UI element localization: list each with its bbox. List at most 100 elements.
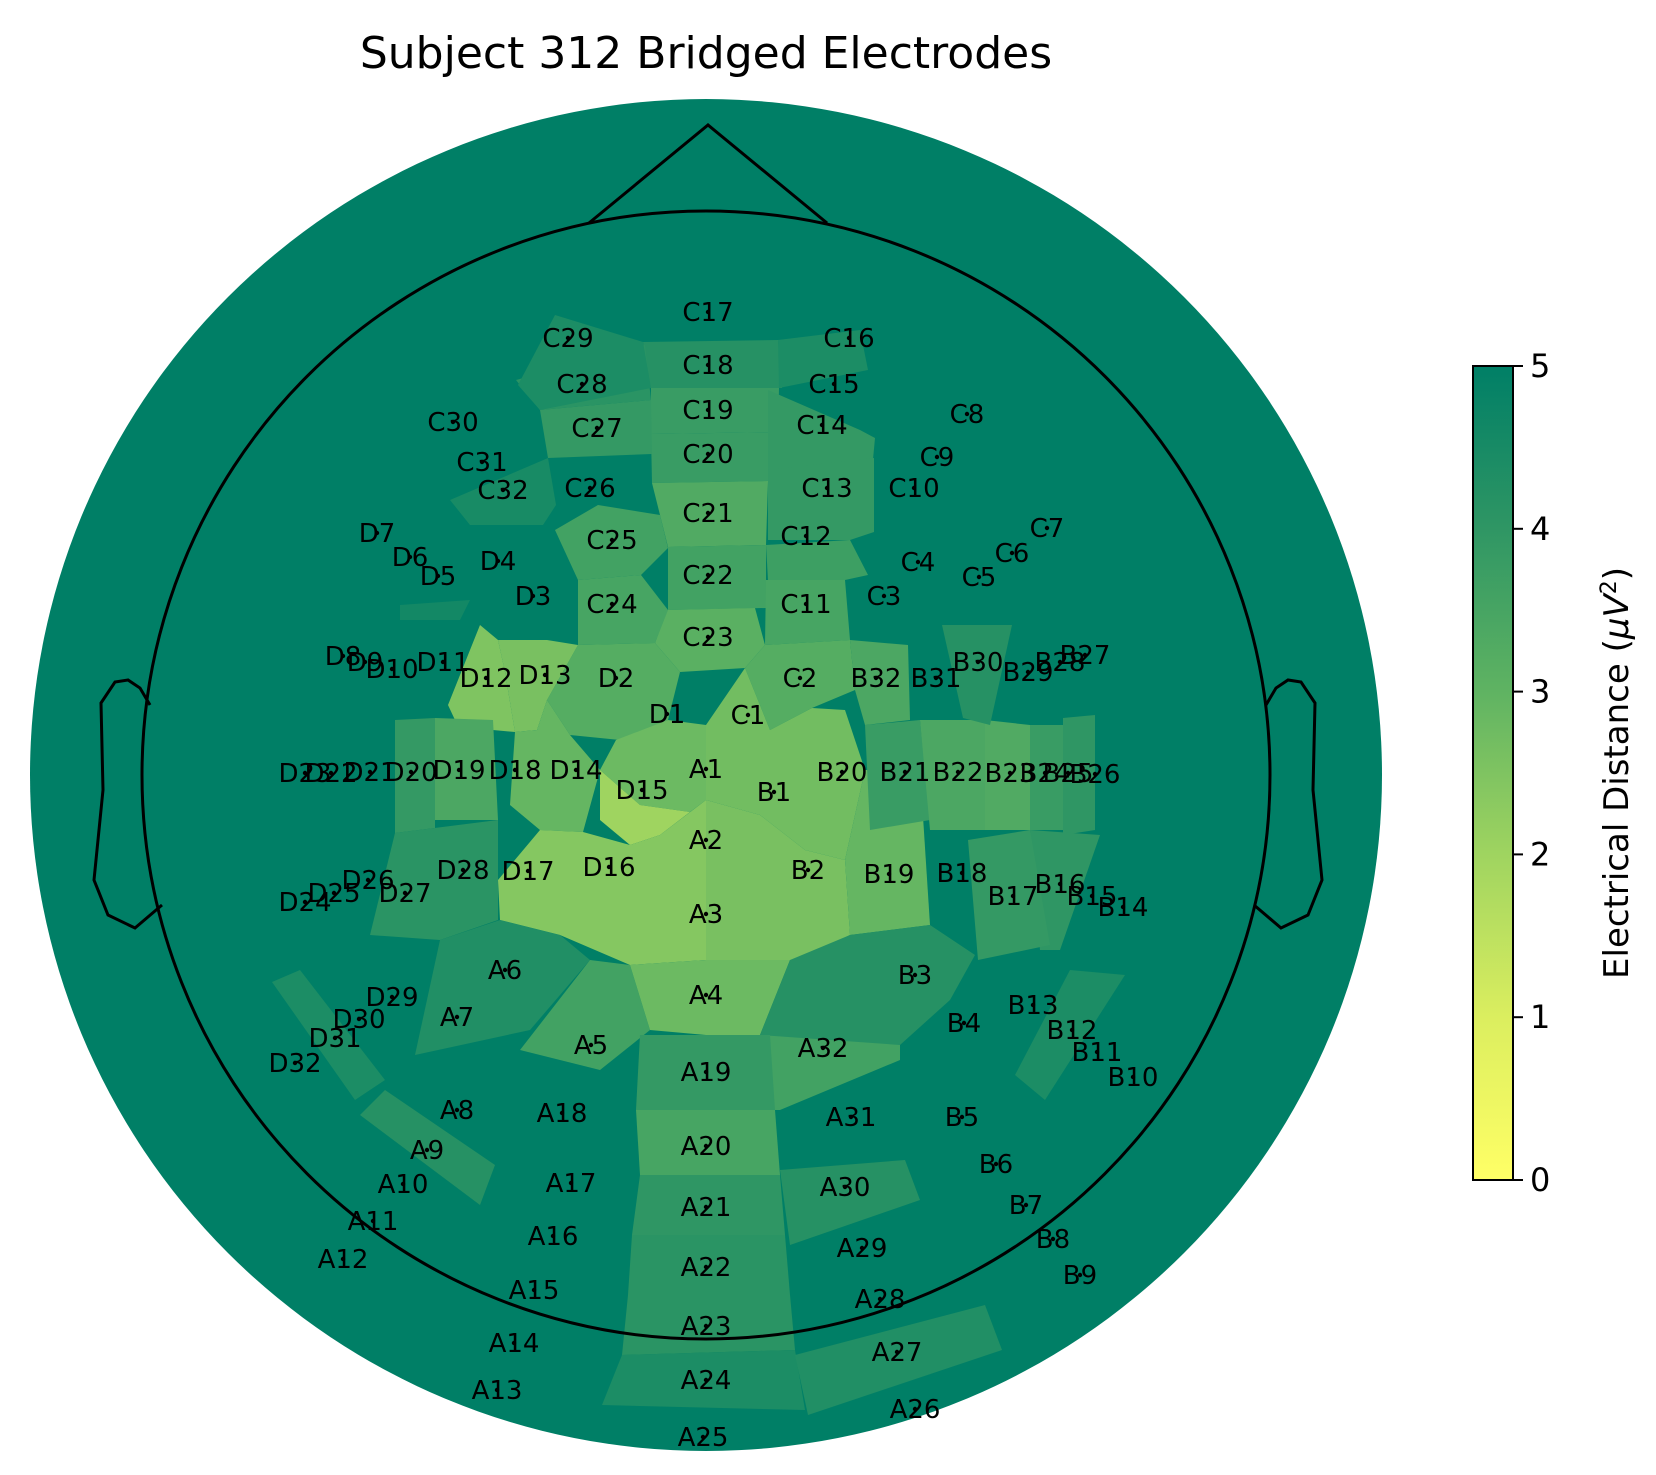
- electrode-marker: [705, 510, 711, 516]
- electrode-marker: [805, 867, 811, 873]
- electrode-label: B5: [945, 1103, 979, 1133]
- electrode-label: D17: [501, 857, 554, 887]
- electrode-marker: [819, 422, 825, 428]
- electrode-marker: [588, 1042, 594, 1048]
- electrode-label: C18: [682, 351, 733, 381]
- electrode-marker: [846, 335, 852, 341]
- electrode-marker: [559, 1110, 565, 1116]
- electrode-marker: [873, 675, 879, 681]
- heat-patch: [600, 770, 690, 845]
- heat-patch: [555, 505, 668, 580]
- electrode-label: A26: [890, 1395, 941, 1425]
- electrode-label: D4: [480, 547, 517, 577]
- heat-patch: [272, 970, 385, 1100]
- electrode-marker: [705, 309, 711, 315]
- electrode-label: A29: [837, 1234, 888, 1264]
- electrode-label: C27: [571, 414, 622, 444]
- electrode-marker: [292, 1060, 298, 1066]
- electrode-marker: [976, 574, 982, 580]
- electrode-marker: [700, 1434, 706, 1440]
- electrode-marker: [1065, 770, 1071, 776]
- electrode-marker: [848, 1114, 854, 1120]
- electrode-marker: [703, 1323, 709, 1329]
- electrode-label: D11: [416, 648, 469, 678]
- electrode-label: D13: [518, 661, 571, 691]
- electrode-label: B30: [953, 648, 1004, 678]
- electrode-marker: [530, 593, 536, 599]
- electrode-marker: [703, 911, 709, 917]
- electrode-marker: [1130, 1074, 1136, 1080]
- electrode-marker: [365, 877, 371, 883]
- electrode-label: C30: [427, 408, 478, 438]
- electrode-marker: [579, 381, 585, 387]
- electrode-label: A13: [472, 1376, 523, 1406]
- heat-patch: [968, 830, 1050, 960]
- electrode-marker: [328, 770, 334, 776]
- head-outline: [92, 123, 1324, 1341]
- scalp-circle: [140, 209, 1272, 1341]
- colorbar-tick-label: 1: [1530, 998, 1550, 1036]
- electrode-marker: [450, 419, 456, 425]
- electrode-marker: [362, 659, 368, 665]
- electrode-marker: [332, 1035, 338, 1041]
- electrode-label: B23: [985, 759, 1036, 789]
- heat-patch: [395, 718, 435, 833]
- heat-patch: [628, 1235, 790, 1295]
- heat-patch: [360, 1090, 495, 1205]
- electrode-label: C15: [808, 370, 859, 400]
- electrode-label: A8: [440, 1096, 474, 1126]
- electrode-label: D1: [649, 700, 686, 730]
- electrode-marker: [1094, 1049, 1100, 1055]
- electrode-label: D20: [384, 758, 437, 788]
- electrode-marker: [374, 530, 380, 536]
- electrode-marker: [771, 789, 777, 795]
- electrode-marker: [340, 1256, 346, 1262]
- electrode-label: B29: [1003, 658, 1054, 688]
- electrode-label: A11: [348, 1207, 399, 1237]
- electrode-label: A17: [546, 1169, 597, 1199]
- electrode-label: D5: [420, 562, 457, 592]
- electrode-label: D6: [392, 543, 429, 573]
- electrode-label: A19: [681, 1058, 732, 1088]
- electrode-label: D14: [549, 756, 602, 786]
- heat-patch: [942, 625, 1012, 725]
- heat-patch: [1063, 715, 1095, 835]
- electrode-marker: [460, 867, 466, 873]
- heat-patch: [578, 575, 668, 645]
- electrode-marker: [933, 675, 939, 681]
- electrode-label: C28: [556, 370, 607, 400]
- electrode-marker: [512, 767, 518, 773]
- electrode-marker: [483, 675, 489, 681]
- electrode-label: C22: [682, 561, 733, 591]
- heat-patch: [768, 390, 875, 470]
- electrode-label: A32: [798, 1034, 849, 1064]
- electrode-label: B28: [1035, 648, 1086, 678]
- electrode-marker: [424, 1147, 430, 1153]
- electrode-label: B10: [1108, 1063, 1159, 1093]
- heat-patch: [778, 330, 868, 388]
- electrode-marker: [703, 1143, 709, 1149]
- electrode-marker: [993, 1161, 999, 1167]
- electrode-marker: [1042, 770, 1048, 776]
- electrode-label: B11: [1072, 1038, 1123, 1068]
- electrode-marker: [842, 1184, 848, 1190]
- electrode-label: B3: [898, 961, 932, 991]
- electrode-label: C19: [682, 396, 733, 426]
- electrode-marker: [495, 558, 501, 564]
- electrode-marker: [1089, 893, 1095, 899]
- electrode-marker: [407, 554, 413, 560]
- electrode-label: B9: [1063, 1261, 1097, 1291]
- electrode-marker: [454, 1014, 460, 1020]
- electrode-label: C10: [888, 474, 939, 504]
- heat-patch: [518, 315, 651, 410]
- electrode-marker: [961, 1020, 967, 1026]
- electrode-marker: [912, 972, 918, 978]
- electrode-marker: [1057, 659, 1063, 665]
- heat-patch: [850, 640, 910, 725]
- heat-patch: [706, 800, 850, 960]
- electrode-marker: [550, 1233, 556, 1239]
- electrode-marker: [959, 1114, 965, 1120]
- heat-patch: [985, 720, 1030, 830]
- heat-patch: [370, 820, 498, 940]
- electrode-marker: [613, 675, 619, 681]
